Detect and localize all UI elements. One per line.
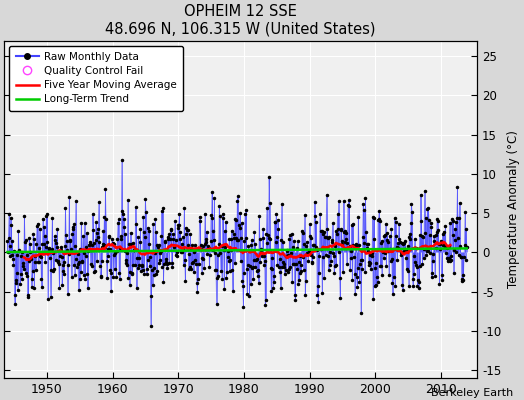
Title: OPHEIM 12 SSE
48.696 N, 106.315 W (United States): OPHEIM 12 SSE 48.696 N, 106.315 W (Unite…: [105, 4, 376, 36]
Text: Berkeley Earth: Berkeley Earth: [431, 388, 514, 398]
Legend: Raw Monthly Data, Quality Control Fail, Five Year Moving Average, Long-Term Tren: Raw Monthly Data, Quality Control Fail, …: [9, 46, 183, 111]
Y-axis label: Temperature Anomaly (°C): Temperature Anomaly (°C): [507, 130, 520, 288]
